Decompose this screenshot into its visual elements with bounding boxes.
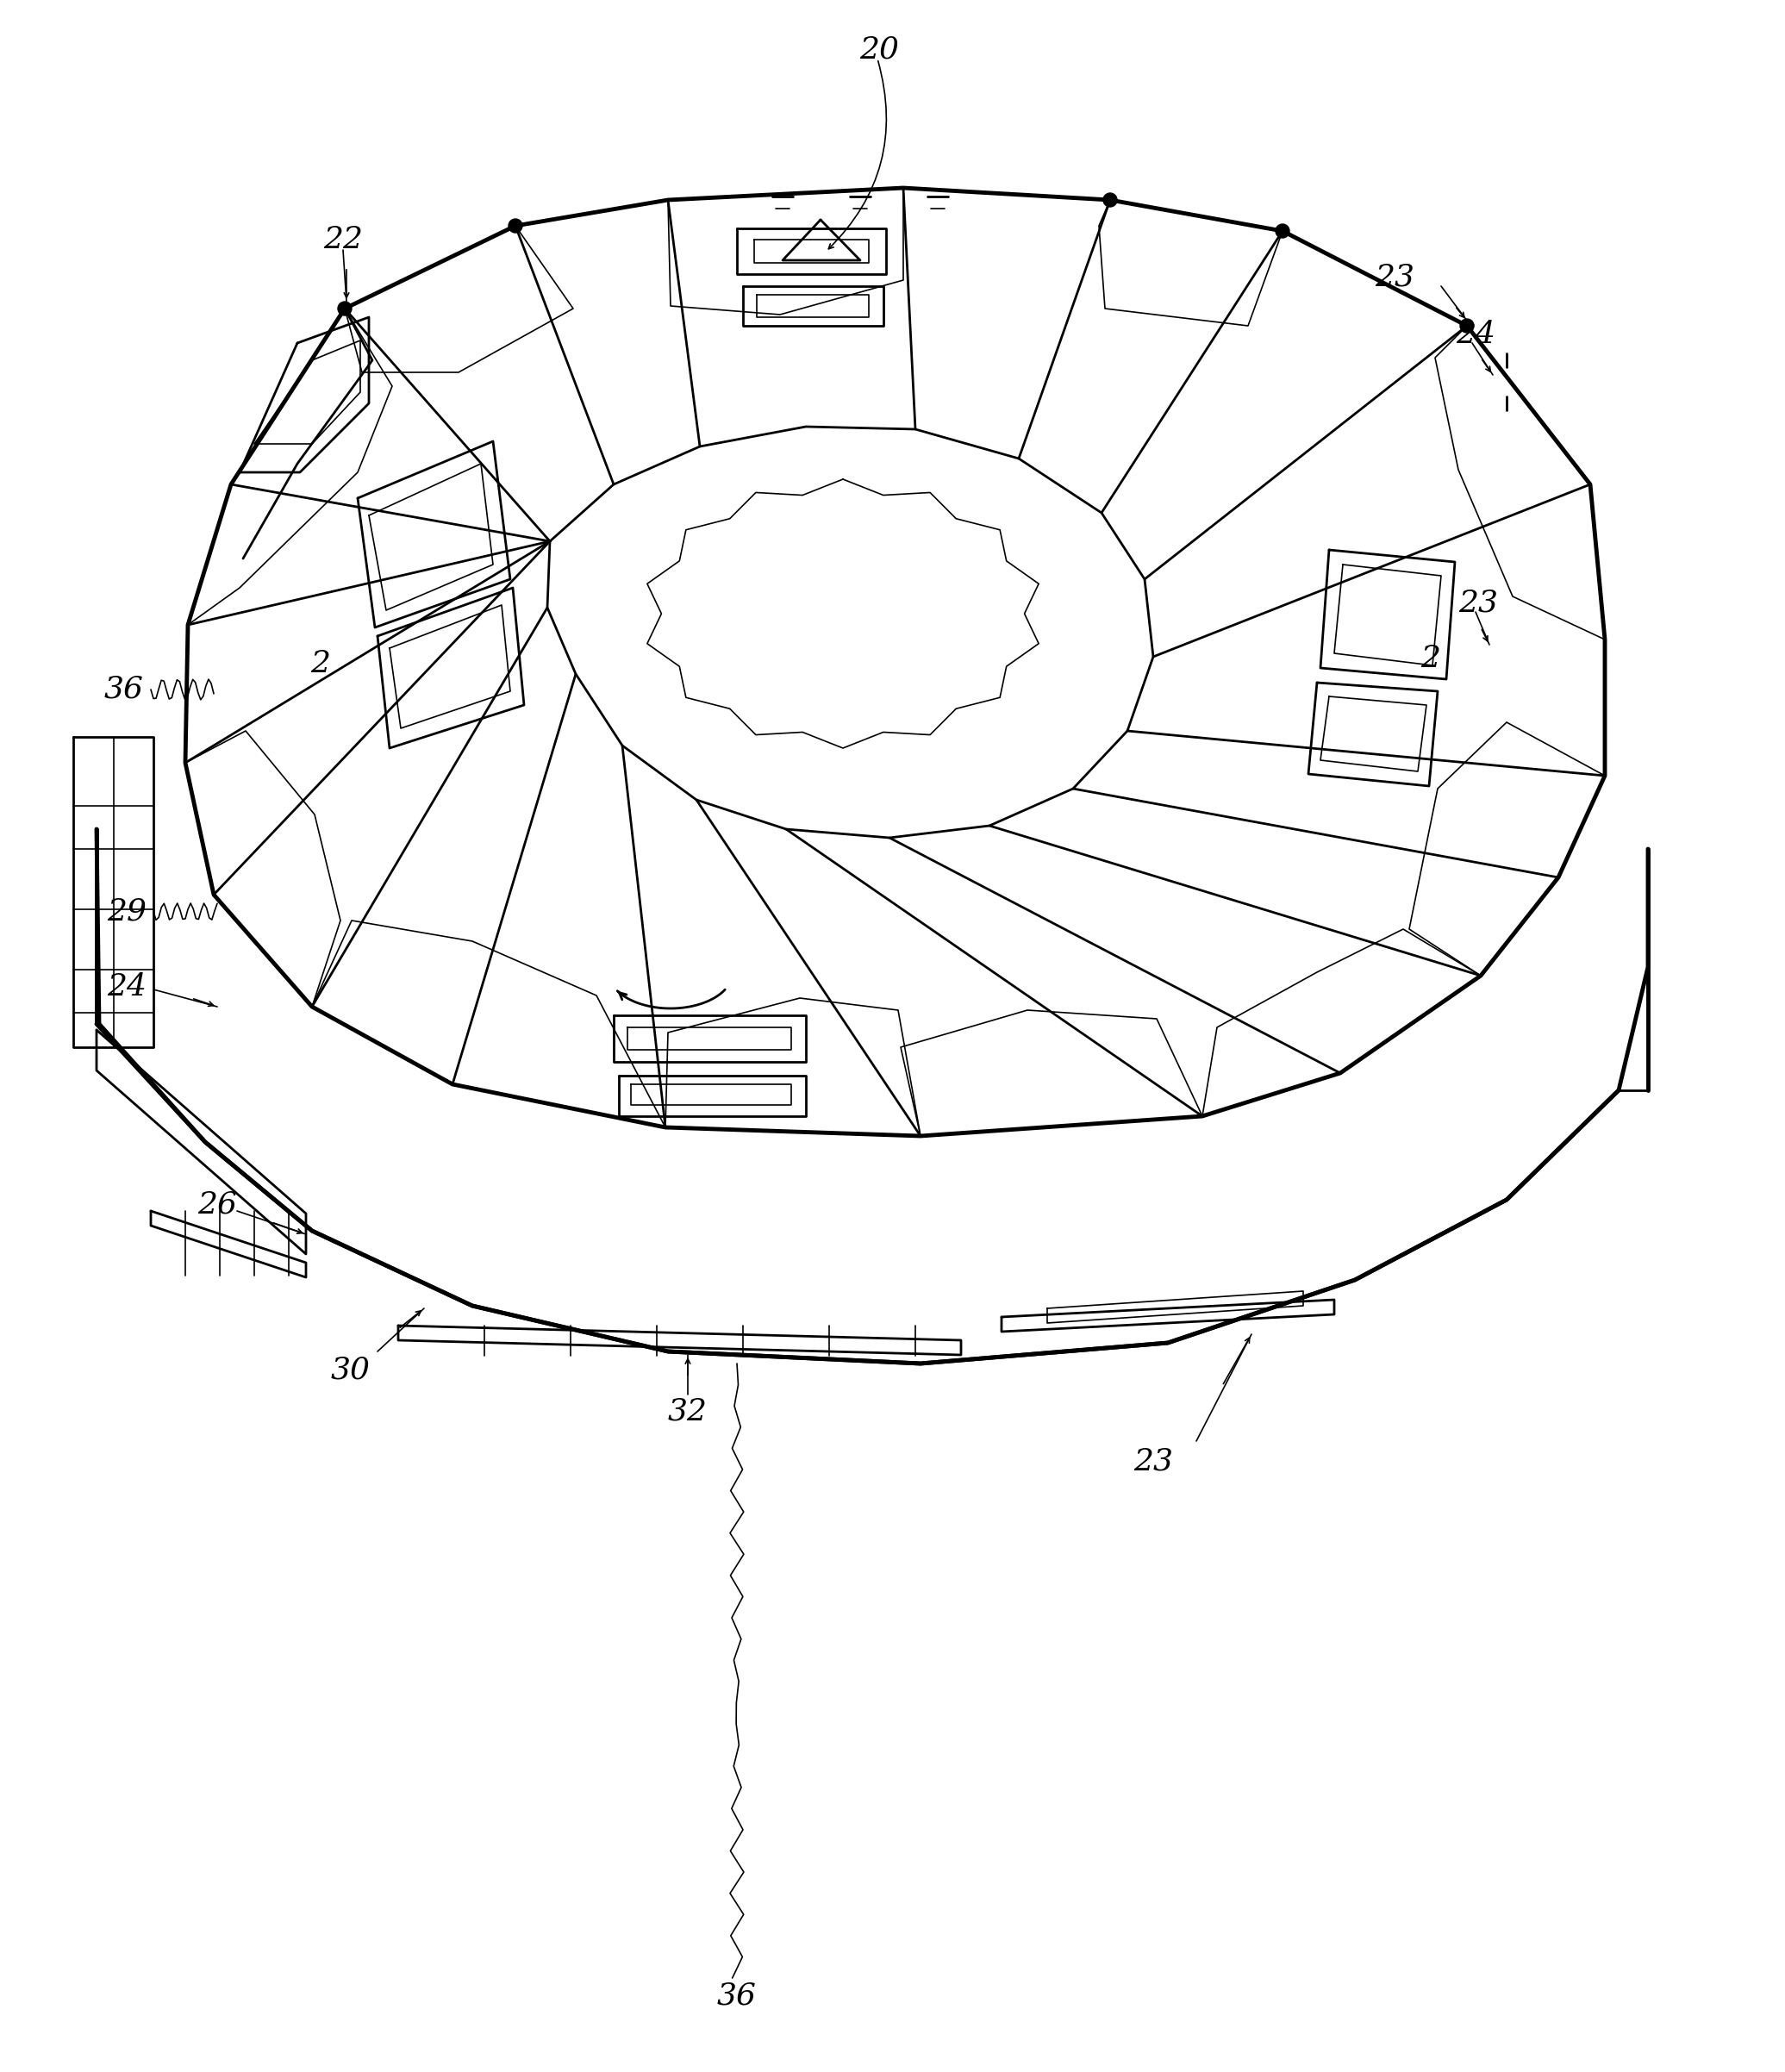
Text: 23: 23 xyxy=(1133,1446,1173,1475)
Text: 36: 36 xyxy=(104,675,145,704)
Circle shape xyxy=(509,220,523,232)
Text: 23: 23 xyxy=(1458,588,1498,617)
Text: 2: 2 xyxy=(311,649,330,678)
Text: 2: 2 xyxy=(1421,644,1440,673)
Text: 32: 32 xyxy=(668,1397,707,1426)
Circle shape xyxy=(1276,224,1289,238)
Circle shape xyxy=(337,303,352,315)
Text: 26: 26 xyxy=(198,1189,237,1220)
Text: 20: 20 xyxy=(859,35,900,64)
Text: 24: 24 xyxy=(1457,319,1496,348)
Text: 30: 30 xyxy=(330,1355,371,1384)
Text: 29: 29 xyxy=(107,897,146,926)
Circle shape xyxy=(1460,319,1474,334)
Text: 36: 36 xyxy=(718,1981,757,2010)
Text: 22: 22 xyxy=(323,226,362,255)
Circle shape xyxy=(1103,193,1117,207)
Text: 23: 23 xyxy=(1374,263,1414,292)
Text: 24: 24 xyxy=(107,972,146,1001)
